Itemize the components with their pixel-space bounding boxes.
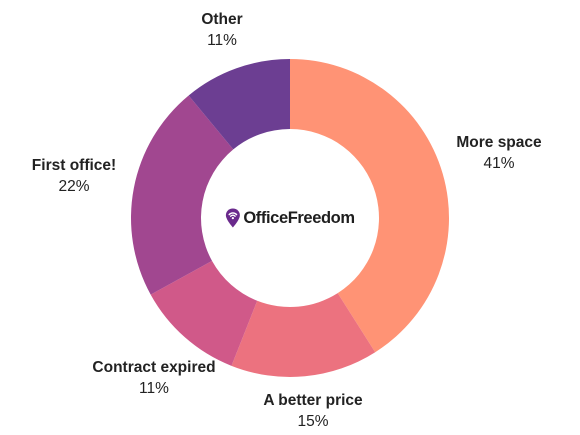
donut-slice-first-office: [131, 95, 234, 295]
slice-label: A better price 15%: [263, 391, 362, 432]
slice-label: First office! 22%: [32, 156, 116, 197]
slice-label-name: A better price: [263, 392, 363, 409]
slice-label: Other 11%: [201, 10, 242, 51]
donut-slice-contract-expired: [150, 260, 258, 366]
slice-label-name: More space: [456, 134, 542, 151]
slice-label-percent: 11%: [139, 380, 169, 397]
slice-label-name: First office!: [31, 157, 117, 174]
donut-slice-more-space: [290, 59, 449, 353]
logo-text: OfficeFreedom: [243, 208, 355, 227]
slice-label-name: Contract expired: [92, 359, 216, 376]
slice-label-name: Other: [201, 11, 243, 28]
office-freedom-logo: OfficeFreedom: [225, 208, 355, 228]
slice-label-percent: 41%: [483, 155, 515, 172]
slice-label: Contract expired 11%: [92, 358, 215, 399]
location-pin-wifi-icon: [225, 208, 240, 228]
donut-slice-a-better-price: [231, 293, 376, 378]
slice-label-percent: 15%: [297, 413, 329, 430]
slice-label-percent: 11%: [207, 32, 237, 49]
slice-label-percent: 22%: [58, 178, 90, 195]
donut-slice-other: [188, 59, 290, 150]
slice-label: More space 41%: [456, 133, 541, 174]
